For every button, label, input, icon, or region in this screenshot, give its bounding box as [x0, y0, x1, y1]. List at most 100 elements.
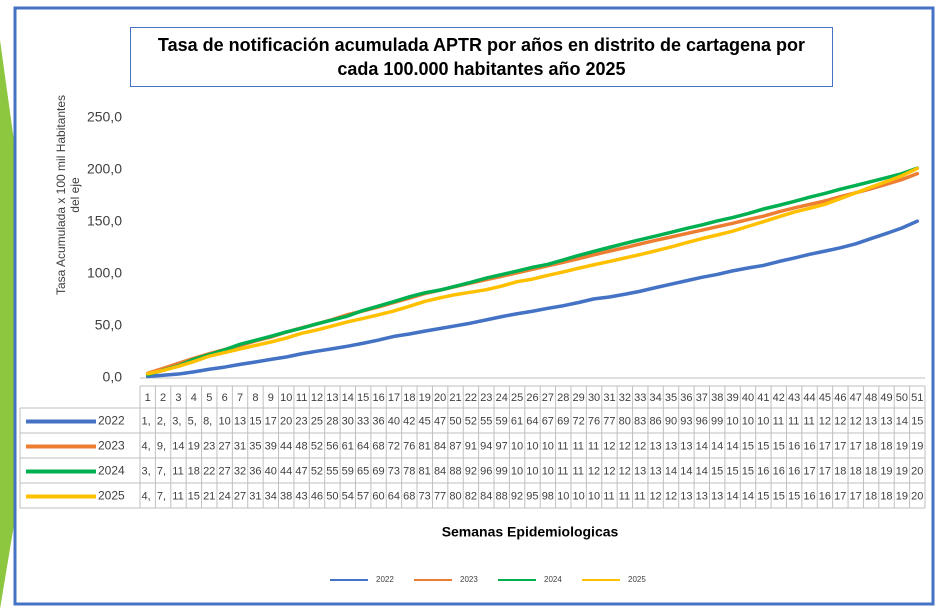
- table-cell: 18: [865, 465, 877, 477]
- table-cell: 13: [665, 440, 677, 452]
- table-cell: 13: [634, 465, 646, 477]
- table-cell: 18: [188, 465, 200, 477]
- table-cell: 73: [419, 490, 431, 502]
- table-cell: 95: [526, 490, 538, 502]
- table-cell: 68: [372, 440, 384, 452]
- table-cell: 15: [249, 415, 261, 427]
- table-cell: 27: [218, 440, 230, 452]
- x-tick-label: 3: [175, 392, 181, 404]
- table-cell: 13: [880, 415, 892, 427]
- table-cell: 18: [850, 465, 862, 477]
- table-cell: 12: [603, 440, 615, 452]
- table-cell: 10: [542, 440, 554, 452]
- table-cell: 12: [819, 415, 831, 427]
- table-cell: 1,: [142, 415, 151, 427]
- chart-title: Tasa de notificación acumulada APTR por …: [130, 27, 833, 87]
- table-cell: 76: [588, 415, 600, 427]
- table-cell: 12: [665, 490, 677, 502]
- table-cell: 64: [388, 490, 400, 502]
- table-cell: 5,: [188, 415, 197, 427]
- table-cell: 59: [342, 465, 354, 477]
- legend-label: 2023: [460, 575, 478, 584]
- table-cell: 46: [311, 490, 323, 502]
- table-cell: 12: [634, 440, 646, 452]
- table-cell: 23: [295, 415, 307, 427]
- table-cell: 57: [357, 490, 369, 502]
- table-cell: 81: [419, 440, 431, 452]
- x-tick-label: 5: [206, 392, 212, 404]
- table-cell: 15: [742, 440, 754, 452]
- table-cell: 11: [803, 415, 814, 427]
- table-cell: 52: [465, 415, 477, 427]
- table-cell: 12: [619, 465, 631, 477]
- table-cell: 16: [803, 490, 815, 502]
- table-cell: 20: [911, 490, 923, 502]
- table-cell: 13: [234, 415, 246, 427]
- table-cell: 72: [572, 415, 584, 427]
- table-cell: 18: [865, 440, 877, 452]
- table-cell: 13: [680, 440, 692, 452]
- table-cell: 40: [265, 465, 277, 477]
- table-cell: 16: [803, 440, 815, 452]
- table-cell: 10: [511, 440, 523, 452]
- x-tick-label: 12: [311, 392, 323, 404]
- table-cell: 38: [280, 490, 292, 502]
- table-cell: 11: [788, 415, 799, 427]
- table-cell: 31: [249, 490, 261, 502]
- table-cell: 20: [280, 415, 292, 427]
- table-cell: 13: [649, 465, 661, 477]
- table-row-header: 2024: [98, 464, 125, 478]
- x-tick-label: 43: [788, 392, 800, 404]
- table-cell: 11: [172, 465, 183, 477]
- table-cell: 15: [726, 465, 738, 477]
- table-cell: 61: [342, 440, 354, 452]
- table-cell: 11: [603, 490, 614, 502]
- table-cell: 21: [203, 490, 215, 502]
- table-cell: 92: [465, 465, 477, 477]
- table-cell: 16: [819, 490, 831, 502]
- x-tick-label: 23: [480, 392, 492, 404]
- table-cell: 17: [819, 440, 831, 452]
- table-cell: 10: [511, 465, 523, 477]
- table-cell: 16: [773, 465, 785, 477]
- y-tick-label: 200,0: [87, 161, 122, 177]
- table-cell: 31: [234, 440, 246, 452]
- table-cell: 11: [619, 490, 630, 502]
- table-cell: 16: [788, 440, 800, 452]
- x-tick-label: 37: [696, 392, 708, 404]
- table-cell: 17: [850, 490, 862, 502]
- table-cell: 93: [680, 415, 692, 427]
- table-cell: 52: [311, 465, 323, 477]
- x-tick-label: 30: [588, 392, 600, 404]
- table-cell: 36: [372, 415, 384, 427]
- table-cell: 40: [388, 415, 400, 427]
- table-cell: 88: [449, 465, 461, 477]
- series-line: [145, 219, 920, 379]
- x-tick-label: 47: [850, 392, 862, 404]
- table-cell: 19: [896, 490, 908, 502]
- table-cell: 13: [696, 490, 708, 502]
- table-cell: 12: [834, 415, 846, 427]
- table-cell: 17: [265, 415, 277, 427]
- table-cell: 10: [557, 490, 569, 502]
- table-cell: 69: [372, 465, 384, 477]
- x-tick-label: 41: [757, 392, 769, 404]
- series-line: [145, 166, 920, 377]
- table-cell: 19: [880, 465, 892, 477]
- table-cell: 10: [726, 415, 738, 427]
- table-cell: 88: [496, 490, 508, 502]
- x-tick-label: 38: [711, 392, 723, 404]
- x-tick-label: 27: [542, 392, 554, 404]
- table-cell: 87: [449, 440, 461, 452]
- table-cell: 47: [434, 415, 446, 427]
- table-cell: 96: [696, 415, 708, 427]
- table-cell: 14: [696, 465, 708, 477]
- table-cell: 15: [911, 415, 923, 427]
- table-cell: 76: [403, 440, 415, 452]
- table-cell: 84: [480, 490, 492, 502]
- table-cell: 11: [572, 440, 583, 452]
- table-cell: 15: [757, 490, 769, 502]
- x-tick-label: 50: [896, 392, 908, 404]
- x-tick-label: 4: [191, 392, 197, 404]
- x-tick-label: 25: [511, 392, 523, 404]
